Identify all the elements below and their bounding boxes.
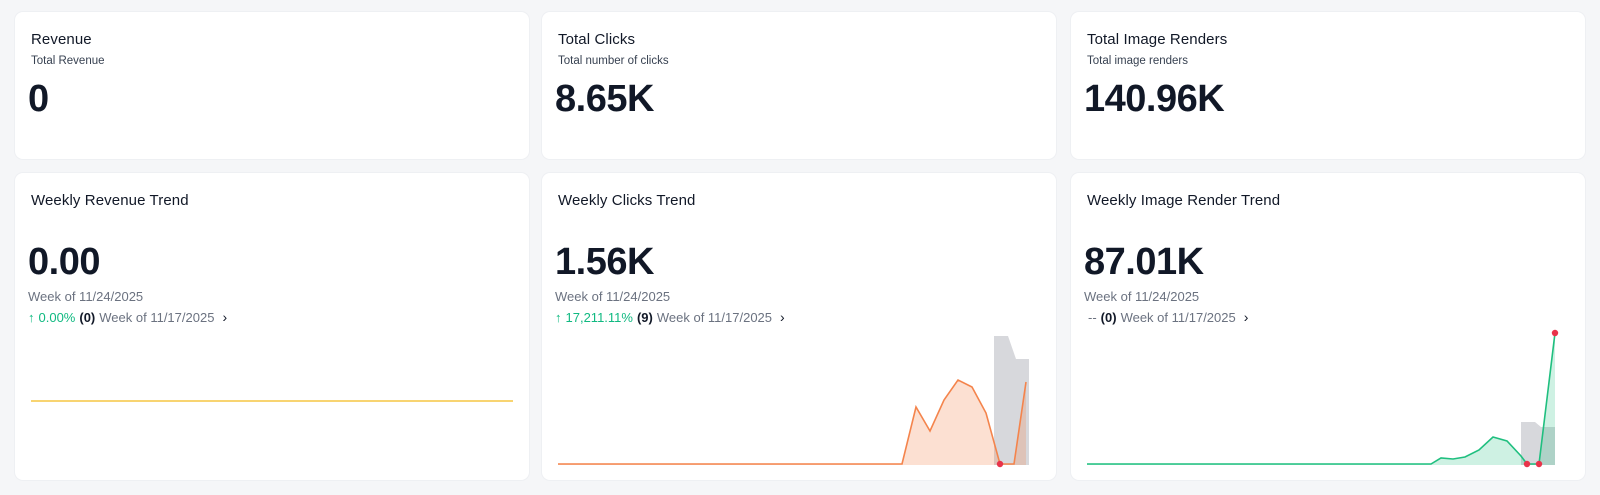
comparison-row[interactable]: -- (0) Week of 11/17/2025 › <box>1084 309 1248 325</box>
anomaly-point <box>996 460 1004 468</box>
metric-value: 140.96K <box>1084 78 1225 120</box>
current-week-label: Week of 11/24/2025 <box>555 289 671 304</box>
chevron-right-icon[interactable]: › <box>780 309 785 325</box>
previous-week-label: Week of 11/17/2025 <box>656 309 773 325</box>
previous-week-label: Week of 11/17/2025 <box>99 309 215 325</box>
total-image-renders-card: Total Image Renders Total image renders … <box>1071 12 1585 159</box>
weekly-image-render-trend-card: Weekly Image Render Trend 87.01K Week of… <box>1071 173 1585 480</box>
card-title: Weekly Revenue Trend <box>31 192 189 209</box>
anomaly-point <box>1551 329 1559 337</box>
previous-count: (0) <box>79 309 96 325</box>
metric-value: 0 <box>28 78 49 120</box>
percent-change: -- <box>1088 309 1097 325</box>
card-title: Weekly Clicks Trend <box>558 192 696 209</box>
image-render-trend-line <box>1087 332 1556 465</box>
chevron-right-icon[interactable]: › <box>1243 309 1249 325</box>
card-title: Weekly Image Render Trend <box>1087 192 1281 209</box>
card-title: Total Image Renders <box>1087 31 1228 48</box>
current-week-label: Week of 11/24/2025 <box>28 289 144 304</box>
chevron-right-icon[interactable]: › <box>222 309 228 325</box>
weekly-clicks-trend-card: Weekly Clicks Trend 1.56K Week of 11/24/… <box>542 173 1056 480</box>
anomaly-point <box>1535 460 1543 468</box>
previous-week-label: Week of 11/17/2025 <box>1120 309 1236 325</box>
card-subtitle: Total image renders <box>1087 55 1188 67</box>
image-render-sparkline <box>1087 329 1559 468</box>
trend-value: 87.01K <box>1084 241 1204 283</box>
total-clicks-card: Total Clicks Total number of clicks 8.65… <box>542 12 1056 159</box>
clicks-trend-line <box>558 378 1027 465</box>
percent-change: 0.00% <box>38 309 76 325</box>
percent-change: 17,211.11% <box>565 309 633 325</box>
card-title: Total Clicks <box>558 31 636 48</box>
anomaly-point <box>1523 460 1531 468</box>
previous-count: (9) <box>636 309 653 325</box>
card-subtitle: Total Revenue <box>31 55 105 67</box>
comparison-row[interactable]: ↑ 17,211.11% (9) Week of 11/17/2025 › <box>555 309 785 325</box>
weekly-revenue-trend-card: Weekly Revenue Trend 0.00 Week of 11/24/… <box>15 173 529 480</box>
clicks-area <box>558 380 1026 465</box>
forecast-band <box>994 336 1029 465</box>
revenue-sparkline <box>31 400 513 402</box>
revenue-card: Revenue Total Revenue 0 <box>15 12 529 159</box>
trend-up-arrow-icon: ↑ <box>28 309 35 325</box>
clicks-sparkline <box>558 336 1029 468</box>
current-week-label: Week of 11/24/2025 <box>1084 289 1200 304</box>
trend-value: 1.56K <box>555 241 654 283</box>
forecast-band <box>1521 422 1555 465</box>
card-subtitle: Total number of clicks <box>558 55 669 67</box>
image-render-area <box>1087 333 1555 465</box>
comparison-row[interactable]: ↑ 0.00% (0) Week of 11/17/2025 › <box>28 309 227 325</box>
trend-value: 0.00 <box>28 241 100 283</box>
previous-count: (0) <box>1100 309 1117 325</box>
trend-up-arrow-icon: ↑ <box>555 309 562 325</box>
card-title: Revenue <box>31 31 92 48</box>
metric-value: 8.65K <box>555 78 654 120</box>
